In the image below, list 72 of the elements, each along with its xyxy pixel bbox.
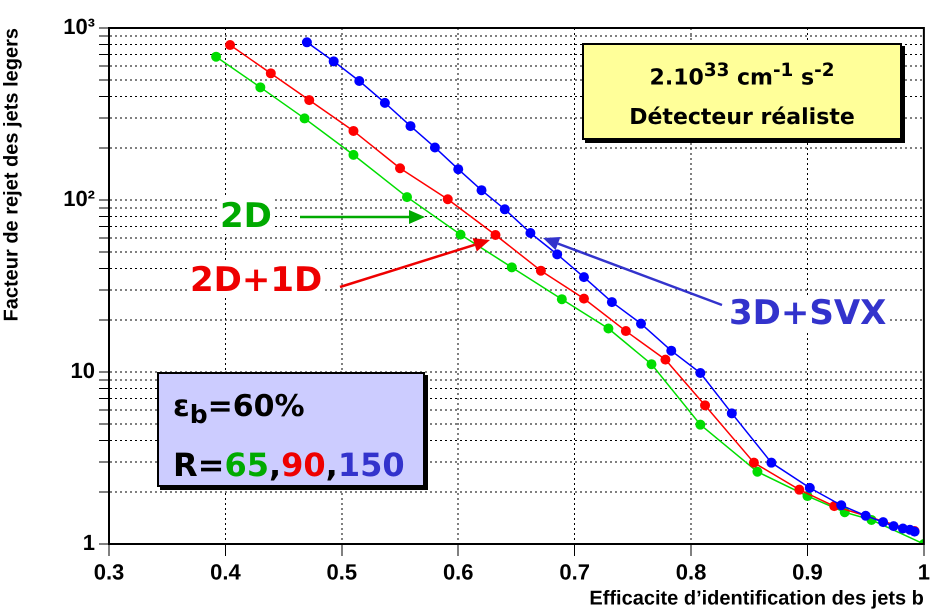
point — [804, 482, 815, 493]
point — [525, 228, 536, 238]
annotation: ε$_{b}$=60% — [173, 388, 306, 431]
x-axis-title: Efficacite d’identification des jets b — [589, 588, 924, 610]
point — [506, 262, 517, 272]
point — [500, 204, 510, 214]
text: 2D+1D — [188, 260, 324, 300]
x-tick-label: 1 — [918, 559, 930, 584]
y-tick-label: 10² — [63, 186, 95, 212]
y-tick-label: 10 — [70, 358, 95, 384]
point — [752, 466, 762, 477]
point — [695, 420, 706, 430]
point — [211, 52, 222, 62]
point — [888, 521, 899, 532]
point — [878, 517, 888, 528]
point — [225, 40, 236, 50]
point — [453, 164, 464, 174]
point — [695, 368, 706, 378]
point — [300, 113, 310, 124]
x-tick-label: 0.5 — [326, 559, 358, 584]
x-tick-label: 0.9 — [792, 559, 823, 584]
point — [266, 68, 276, 78]
point — [328, 56, 339, 66]
point — [456, 230, 466, 240]
x-tick-label: 0.7 — [559, 559, 590, 584]
point — [406, 121, 416, 132]
point — [766, 458, 776, 468]
point — [304, 95, 314, 106]
point — [660, 354, 670, 365]
point — [578, 272, 589, 282]
point — [860, 510, 871, 521]
x-tick-label: 0.3 — [94, 559, 124, 584]
point — [726, 408, 737, 418]
point — [606, 297, 617, 308]
y-tick-label: 1 — [82, 530, 95, 556]
point — [620, 326, 631, 336]
point — [556, 294, 567, 304]
x-tick-label: 0.4 — [210, 559, 242, 584]
point — [380, 98, 390, 108]
point — [395, 163, 406, 174]
point — [255, 82, 266, 92]
y-axis-title: Facteur de rejet des jets legers — [0, 28, 23, 322]
annotation: 2.10$^{33}$ cm$^{-1}$ s$^{-2}$ — [648, 59, 836, 92]
x-tick-label: 0.6 — [442, 559, 474, 584]
annotation: Détecteur réaliste — [628, 104, 856, 132]
point — [794, 484, 804, 495]
point — [402, 192, 412, 202]
note-box: 2.10$^{33}$ cm$^{-1}$ s$^{-2}$ Détecteur réaliste — [582, 43, 902, 140]
point — [354, 76, 364, 86]
point — [636, 318, 646, 329]
point — [552, 249, 562, 260]
point — [666, 346, 676, 356]
point — [536, 266, 546, 276]
point — [646, 359, 656, 370]
y-tick-label: 10³ — [63, 14, 95, 40]
point — [700, 400, 710, 410]
point — [348, 126, 358, 136]
x-tick-label: 0.8 — [676, 559, 706, 584]
point — [490, 230, 500, 240]
point — [836, 500, 846, 510]
annotation: R=65,90,150 — [173, 446, 405, 484]
point — [476, 185, 487, 196]
point — [430, 142, 440, 152]
point — [578, 294, 589, 304]
point — [748, 458, 759, 468]
point — [302, 37, 312, 48]
series-label: 3D+SVX — [727, 293, 888, 333]
point — [348, 150, 358, 160]
point — [603, 324, 614, 334]
text: 2D — [218, 196, 274, 236]
point — [442, 194, 453, 204]
note-box: ε$_{b}$=60% R=65,90,150 — [157, 372, 425, 487]
